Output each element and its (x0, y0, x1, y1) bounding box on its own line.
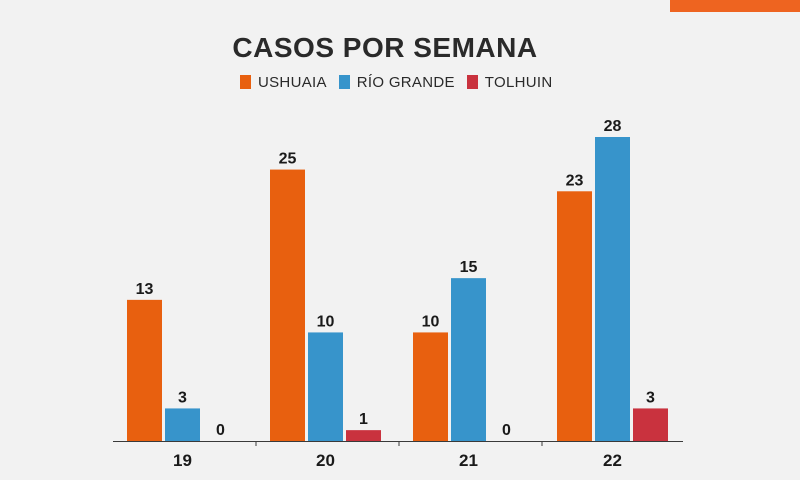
data-label: 10 (422, 313, 440, 330)
chart-title: CASOS POR SEMANA (232, 32, 538, 63)
legend-swatch-rio-grande (338, 75, 350, 89)
legend-label-ushuaia: USHUAIA (258, 73, 327, 91)
bar-tolhuin-week-20 (346, 430, 381, 441)
legend-swatch-ushuaia (240, 75, 251, 89)
data-label: 1 (359, 411, 368, 428)
bar-ushuaia-week-19 (127, 299, 162, 441)
bar-ushuaia-week-21 (413, 332, 448, 441)
bar-r-o-grande-week-22 (595, 137, 630, 441)
legend-label-tolhuin: TOLHUIN (484, 73, 553, 91)
accent-bar (670, 0, 800, 12)
data-label: 13 (136, 281, 154, 298)
x-tick-label: 21 (459, 451, 478, 470)
legend-label-rio-grande: RÍO GRANDE (356, 73, 455, 91)
bar-tolhuin-week-22 (633, 408, 668, 441)
data-label: 23 (566, 172, 584, 189)
bar-r-o-grande-week-21 (451, 278, 486, 441)
x-tick-label: 20 (316, 451, 335, 470)
data-label: 0 (502, 422, 511, 439)
bar-r-o-grande-week-20 (308, 332, 343, 441)
bar-r-o-grande-week-19 (165, 408, 200, 441)
legend-swatch-tolhuin (466, 75, 478, 89)
legend-item-ushuaia: USHUAIA (240, 74, 327, 91)
x-tick-label: 19 (173, 451, 192, 470)
x-tick-label: 22 (603, 451, 622, 470)
data-label: 25 (279, 151, 297, 168)
data-label: 3 (646, 389, 655, 406)
legend: USHUAIA RÍO GRANDE TOLHUIN (240, 72, 564, 92)
bar-ushuaia-week-22 (557, 191, 592, 441)
data-label: 28 (604, 118, 622, 135)
data-label: 0 (216, 422, 225, 439)
data-label: 10 (317, 313, 335, 330)
data-label: 3 (178, 389, 187, 406)
legend-item-rio-grande: RÍO GRANDE (338, 73, 455, 91)
bar-ushuaia-week-20 (270, 169, 305, 442)
data-label: 15 (460, 259, 478, 276)
legend-item-tolhuin: TOLHUIN (466, 73, 553, 91)
